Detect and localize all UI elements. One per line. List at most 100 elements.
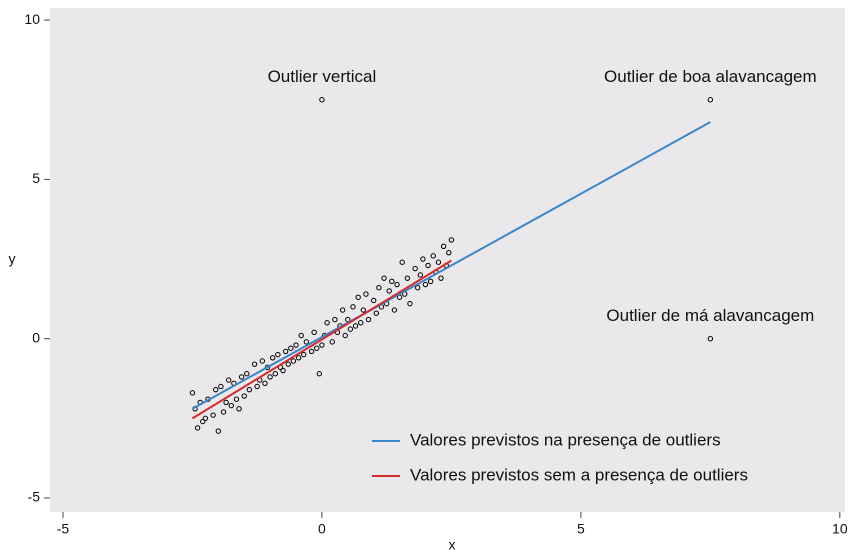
point: [365, 316, 372, 323]
point: [376, 285, 382, 291]
point: [391, 307, 398, 313]
outlier-point: [707, 97, 714, 103]
point: [298, 332, 304, 339]
point: [254, 383, 260, 390]
y-tick-label: 10: [24, 11, 40, 27]
point: [332, 316, 338, 323]
point: [280, 367, 286, 374]
x-tick-label: 0: [318, 521, 326, 537]
point: [311, 329, 317, 336]
point: [386, 288, 392, 294]
point: [427, 278, 434, 285]
point: [448, 237, 455, 243]
legend-label: Valores previstos na presença de outlier…: [410, 430, 721, 449]
point: [415, 285, 421, 291]
point: [308, 348, 315, 355]
point: [213, 386, 219, 393]
point: [417, 272, 424, 278]
point: [189, 390, 196, 396]
point: [407, 300, 413, 307]
point: [210, 412, 216, 418]
point: [358, 320, 364, 326]
point: [329, 339, 335, 345]
y-tick-label: -5: [28, 489, 41, 505]
annotation: Outlier vertical: [268, 67, 377, 86]
y-tick-label: 0: [32, 329, 40, 345]
y-axis-label: y: [9, 251, 16, 267]
point: [267, 374, 273, 380]
point: [324, 320, 330, 326]
outlier-point: [319, 97, 325, 103]
outlier-point: [707, 335, 714, 342]
x-tick-label: 5: [577, 521, 585, 537]
point: [218, 383, 224, 390]
point: [352, 323, 359, 329]
point: [440, 243, 447, 250]
point: [422, 281, 429, 288]
point: [228, 402, 234, 409]
point: [293, 342, 299, 348]
fit-line: [191, 121, 711, 410]
point: [342, 332, 348, 339]
point: [194, 425, 201, 431]
point: [223, 399, 229, 406]
point: [446, 249, 452, 256]
point: [202, 415, 209, 422]
x-axis-label: x: [449, 537, 456, 553]
point: [373, 310, 379, 316]
point: [404, 275, 411, 281]
point: [389, 278, 395, 285]
point: [238, 374, 245, 380]
point: [355, 294, 361, 300]
point: [275, 351, 281, 358]
point: [339, 307, 346, 313]
point: [262, 380, 268, 386]
point: [270, 355, 276, 361]
point: [246, 386, 253, 393]
point: [370, 297, 377, 304]
point: [282, 348, 289, 355]
point: [394, 281, 400, 288]
point: [412, 265, 418, 272]
point: [430, 253, 436, 259]
point: [420, 256, 426, 262]
legend-label: Valores previstos sem a presença de outl…: [410, 465, 748, 484]
point: [435, 259, 442, 265]
point: [301, 351, 307, 358]
annotation: Outlier de boa alavancagem: [604, 67, 817, 86]
x-tick-label: 10: [832, 521, 848, 537]
point: [251, 361, 258, 367]
point: [272, 371, 278, 377]
point: [244, 371, 250, 377]
annotation: Outlier de má alavancagem: [606, 306, 814, 325]
point: [363, 291, 369, 297]
point: [347, 326, 354, 332]
point: [259, 358, 266, 364]
point: [399, 259, 405, 265]
point: [285, 361, 291, 367]
point: [316, 371, 323, 377]
point: [288, 345, 294, 351]
point: [319, 342, 325, 348]
point: [200, 418, 206, 425]
point: [215, 428, 222, 434]
point: [220, 409, 227, 415]
point: [241, 393, 247, 399]
point: [425, 262, 431, 269]
point: [350, 304, 356, 310]
point: [303, 339, 310, 345]
point: [314, 345, 320, 351]
plot-area: [50, 8, 845, 512]
point: [381, 275, 387, 281]
y-tick-label: 5: [32, 170, 40, 186]
point: [360, 307, 367, 313]
point: [290, 358, 297, 364]
point: [438, 275, 444, 281]
x-tick-label: -5: [57, 521, 70, 537]
point: [225, 377, 232, 383]
point: [236, 406, 242, 412]
point: [233, 396, 240, 402]
point: [295, 355, 302, 361]
